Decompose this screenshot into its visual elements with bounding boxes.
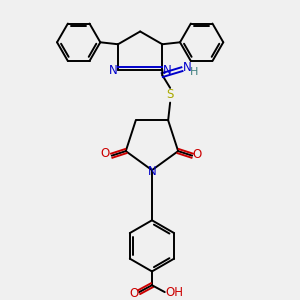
Text: N: N: [163, 64, 172, 77]
Text: N: N: [109, 64, 118, 77]
Text: N: N: [148, 165, 156, 178]
Text: H: H: [190, 67, 198, 77]
Text: O: O: [193, 148, 202, 161]
Text: S: S: [167, 88, 174, 101]
Text: O: O: [100, 147, 110, 160]
Text: O: O: [130, 286, 139, 300]
Text: OH: OH: [166, 286, 184, 298]
Text: N: N: [182, 61, 191, 74]
